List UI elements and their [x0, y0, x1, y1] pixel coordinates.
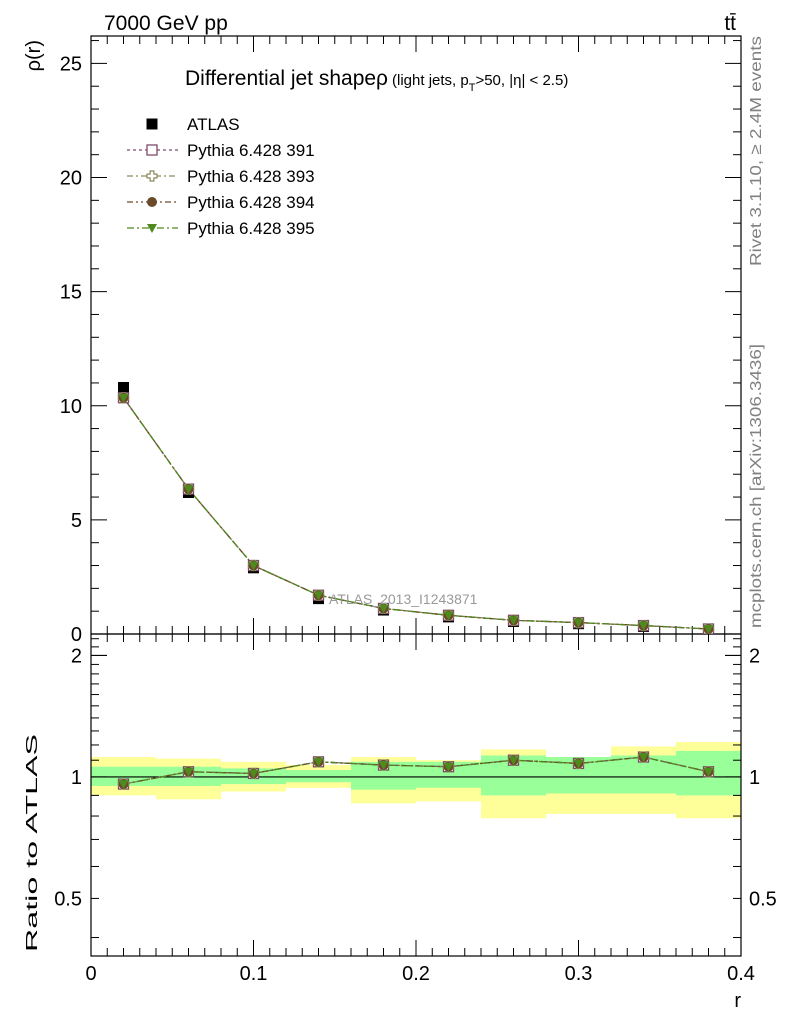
- main-series-point-4: [638, 621, 649, 631]
- legend-marker-4: [147, 224, 157, 233]
- legend-label-2: Pythia 6.428 393: [187, 167, 315, 186]
- x-axis-label: r: [734, 990, 741, 1012]
- ratio-uncertainty-bands: [91, 742, 741, 819]
- ratio-series-point-3: [183, 767, 194, 777]
- ratio-ytick-label-left: 0.5: [54, 888, 82, 910]
- main-series-group: [117, 381, 715, 634]
- main-ytick-label: 20: [60, 168, 82, 190]
- main-series-point-0: [118, 381, 129, 393]
- axis-ticks: [90, 36, 742, 956]
- ratio-series-point-3: [703, 767, 714, 777]
- main-ytick-label: 10: [60, 396, 82, 418]
- main-series-point-4: [313, 591, 324, 601]
- axis-tick-labels: 0 5 10 15 20 25 0 0.1 0.2 0.3 0.4 0.5 0.5 1 1 2 2: [54, 53, 777, 985]
- ratio-xtick-label: 0: [85, 963, 96, 985]
- legend-marker-2: [146, 170, 158, 182]
- ratio-xtick-label: 0.4: [727, 963, 755, 985]
- chart-title-suffix-a: (light jets, p: [392, 72, 469, 89]
- ratio-series-point-3: [248, 769, 259, 779]
- legend-marker-0: [146, 118, 158, 130]
- ratio-band-inner: [286, 770, 351, 783]
- main-series-point-4: [443, 611, 454, 621]
- ratio-ytick-label-left: 1: [71, 767, 82, 789]
- ratio-ytick-label-right: 1: [749, 767, 760, 789]
- ratio-series-group: [117, 751, 715, 790]
- rivet-label: Rivet 3.1.10, ≥ 2.4M events: [748, 36, 765, 266]
- main-series-point-4: [183, 485, 194, 495]
- main-series-line-3: [122, 397, 709, 630]
- chart-title-subscript: T: [469, 82, 476, 94]
- chart-title-main: Differential jet shapeρ: [185, 67, 388, 90]
- legend-label-4: Pythia 6.428 395: [187, 219, 315, 238]
- ratio-xtick-label: 0.1: [240, 963, 268, 985]
- main-series-point-4: [703, 624, 714, 634]
- main-y-axis-label: ρ(r): [23, 40, 45, 71]
- ratio-series-point-3: [378, 761, 389, 771]
- legend: ATLAS Pythia 6.428 391 Pythia 6.428 393 Pyt…: [127, 115, 315, 238]
- main-ytick-label: 15: [60, 282, 82, 304]
- ratio-series-point-3: [573, 759, 584, 769]
- main-ytick-label: 0: [71, 624, 82, 646]
- main-series-point-4: [118, 393, 129, 403]
- header-left: 7000 GeV pp: [104, 12, 228, 35]
- legend-label-1: Pythia 6.428 391: [187, 141, 315, 160]
- header-right: tt̄: [724, 12, 736, 35]
- ratio-xtick-label: 0.3: [565, 963, 593, 985]
- main-ytick-label: 5: [71, 510, 82, 532]
- mcplots-label: mcplots.cern.ch [arXiv:1306.3436]: [748, 344, 765, 628]
- ratio-y-axis-label: Ratio to ATLAS: [24, 734, 41, 952]
- legend-label-0: ATLAS: [187, 115, 240, 134]
- ratio-ytick-label-right: 2: [749, 645, 760, 667]
- ratio-series-point-3: [313, 757, 324, 767]
- ratio-xtick-label: 0.2: [402, 963, 430, 985]
- chart-title: Differential jet shapeρ (light jets, pT>5…: [185, 67, 568, 94]
- ratio-ytick-label-left: 2: [71, 645, 82, 667]
- legend-label-3: Pythia 6.428 394: [187, 193, 315, 212]
- analysis-watermark: ATLAS_2013_I1243871: [329, 591, 478, 607]
- ratio-series-point-3: [508, 756, 519, 766]
- ratio-ytick-label-right: 0.5: [749, 888, 777, 910]
- ratio-series-point-3: [638, 753, 649, 763]
- main-series-point-4: [573, 618, 584, 628]
- ratio-series-point-3: [443, 762, 454, 772]
- legend-marker-1: [146, 144, 158, 156]
- ratio-series-line-3: [123, 756, 709, 785]
- ratio-series-point-3: [118, 780, 129, 790]
- main-series-point-4: [378, 604, 389, 614]
- legend-marker-3: [147, 197, 157, 207]
- main-ytick-label: 25: [60, 53, 82, 75]
- main-series-point-4: [508, 616, 519, 626]
- chart-title-suffix-b: >50, |η| < 2.5): [475, 72, 568, 89]
- main-series-point-4: [248, 561, 259, 571]
